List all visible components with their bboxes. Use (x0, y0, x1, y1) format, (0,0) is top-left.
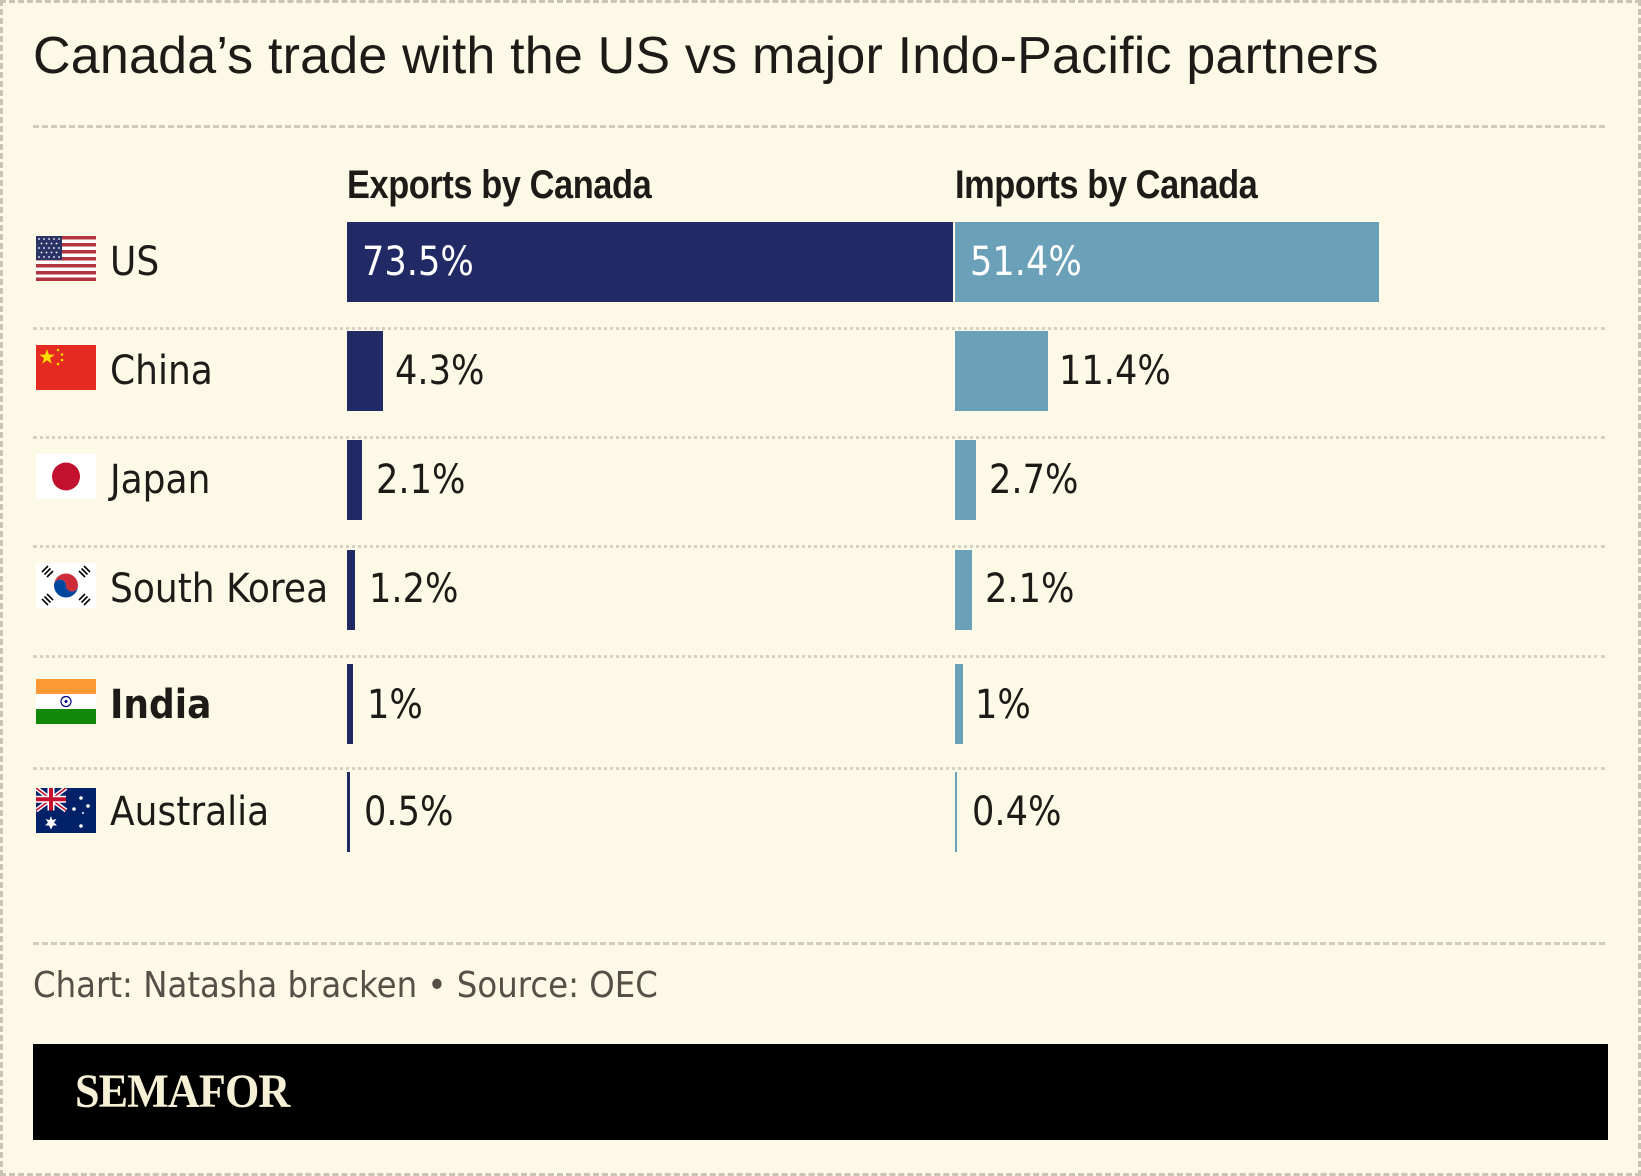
imports-bar (955, 664, 963, 744)
exports-bar (347, 772, 350, 852)
imports-value: 1% (975, 682, 1031, 728)
brand-bar: SEMAFOR (33, 1044, 1608, 1140)
imports-bar (955, 222, 1379, 302)
exports-value: 4.3% (395, 348, 485, 394)
country-label: Japan (110, 457, 211, 503)
imports-value: 2.7% (989, 457, 1079, 503)
imports-value: 0.4% (972, 789, 1062, 835)
imports-bar (955, 550, 972, 630)
exports-column-header: Exports by Canada (347, 163, 652, 207)
exports-bar (347, 331, 383, 411)
row-divider (33, 655, 1605, 658)
exports-value: 1.2% (369, 566, 459, 612)
china-flag-icon (36, 345, 96, 390)
south-korea-flag-icon (36, 563, 96, 608)
table-row-south-korea: South Korea 1.2% 2.1% (33, 550, 1605, 664)
country-label: China (110, 348, 213, 394)
exports-value: 1% (367, 682, 423, 728)
chart-credit: Chart: Natasha bracken • Source: OEC (33, 965, 658, 1006)
brand-logo: SEMAFOR (75, 1065, 290, 1118)
exports-bar (347, 440, 362, 520)
country-label: South Korea (110, 566, 329, 612)
table-row-china: China 4.3% 11.4% (33, 331, 1605, 445)
exports-bar (347, 664, 353, 744)
imports-value: 51.4% (970, 239, 1082, 285)
us-flag-icon (36, 236, 96, 281)
imports-column-header: Imports by Canada (955, 163, 1258, 207)
footer-divider (33, 942, 1605, 945)
row-divider (33, 545, 1605, 548)
country-label: US (110, 239, 160, 285)
australia-flag-icon (36, 788, 96, 833)
chart-title: Canada’s trade with the US vs major Indo… (33, 27, 1379, 85)
row-divider (33, 327, 1605, 330)
table-row-us: US 73.5% 51.4% (33, 222, 1605, 336)
imports-bar (955, 440, 976, 520)
exports-bar (347, 550, 355, 630)
row-divider (33, 436, 1605, 439)
imports-bar (955, 331, 1048, 411)
exports-value: 0.5% (364, 789, 454, 835)
table-row-japan: Japan 2.1% 2.7% (33, 440, 1605, 554)
country-label: Australia (110, 789, 270, 835)
india-flag-icon (36, 679, 96, 724)
exports-value: 73.5% (362, 239, 474, 285)
imports-value: 2.1% (985, 566, 1075, 612)
japan-flag-icon (36, 454, 96, 499)
exports-bar (347, 222, 953, 302)
title-divider (33, 125, 1605, 128)
imports-bar (955, 772, 957, 852)
country-label: India (110, 682, 212, 728)
exports-value: 2.1% (376, 457, 466, 503)
imports-value: 11.4% (1059, 348, 1171, 394)
table-row-india: India 1% 1% (33, 664, 1605, 778)
table-row-australia: Australia 0.5% 0.4% (33, 772, 1605, 886)
row-divider (33, 767, 1605, 770)
